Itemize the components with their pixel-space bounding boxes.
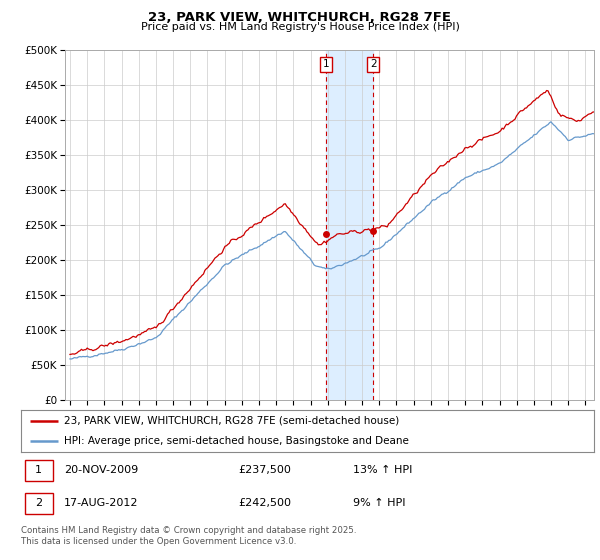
- Text: 23, PARK VIEW, WHITCHURCH, RG28 7FE: 23, PARK VIEW, WHITCHURCH, RG28 7FE: [149, 11, 452, 24]
- Text: 2: 2: [35, 498, 43, 508]
- Text: £237,500: £237,500: [239, 465, 292, 475]
- Text: Contains HM Land Registry data © Crown copyright and database right 2025.
This d: Contains HM Land Registry data © Crown c…: [21, 526, 356, 546]
- Text: 1: 1: [323, 59, 329, 69]
- FancyBboxPatch shape: [25, 460, 53, 480]
- Text: 2: 2: [370, 59, 377, 69]
- Text: 13% ↑ HPI: 13% ↑ HPI: [353, 465, 413, 475]
- Text: 17-AUG-2012: 17-AUG-2012: [64, 498, 139, 508]
- Text: 9% ↑ HPI: 9% ↑ HPI: [353, 498, 406, 508]
- FancyBboxPatch shape: [25, 493, 53, 514]
- Text: 23, PARK VIEW, WHITCHURCH, RG28 7FE (semi-detached house): 23, PARK VIEW, WHITCHURCH, RG28 7FE (sem…: [64, 416, 399, 426]
- Text: £242,500: £242,500: [239, 498, 292, 508]
- Text: 20-NOV-2009: 20-NOV-2009: [64, 465, 138, 475]
- Text: HPI: Average price, semi-detached house, Basingstoke and Deane: HPI: Average price, semi-detached house,…: [64, 436, 409, 446]
- Text: Price paid vs. HM Land Registry's House Price Index (HPI): Price paid vs. HM Land Registry's House …: [140, 22, 460, 32]
- Bar: [326, 50, 373, 400]
- Text: 1: 1: [35, 465, 42, 475]
